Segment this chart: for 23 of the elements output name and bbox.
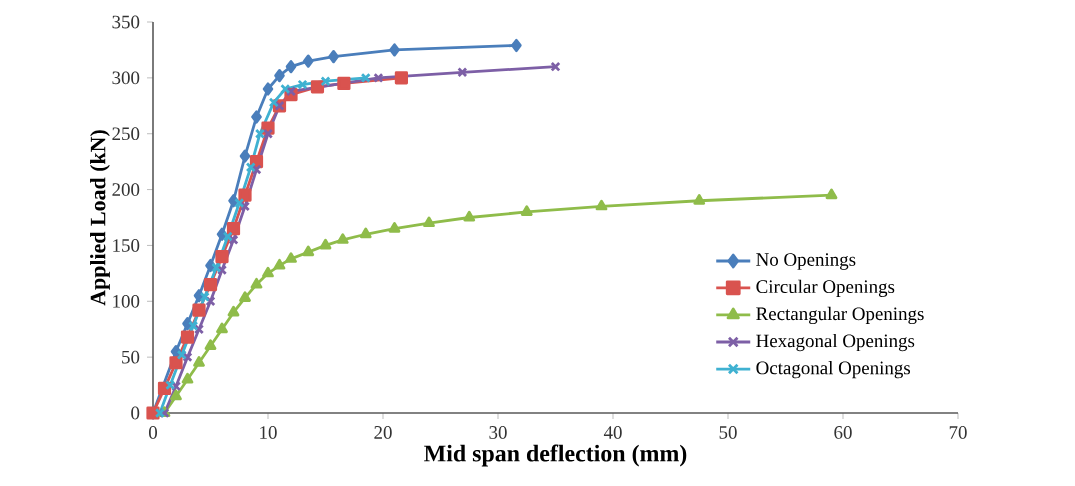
legend-label: Rectangular Openings [756, 306, 924, 325]
x-tick-label: 0 [148, 426, 158, 439]
y-tick-label: 0 [131, 406, 140, 420]
x-axis-title: Mid span deflection (mm) [424, 444, 687, 467]
y-tick-label: 150 [113, 239, 140, 252]
y-tick-label: 50 [122, 350, 140, 364]
x-tick-label: 50 [719, 426, 737, 439]
x-tick-label: 20 [374, 426, 392, 439]
x-tick-label: 10 [260, 426, 277, 439]
x-tick-label: 30 [489, 426, 507, 439]
legend-label: Circular Openings [756, 279, 895, 297]
y-tick-label: 300 [112, 71, 140, 85]
x-tick-label: 70 [949, 426, 967, 439]
legend-label: Octagonal Openings [756, 361, 911, 379]
y-tick-label: 350 [112, 15, 140, 29]
legend-label: Hexagonal Openings [756, 333, 915, 352]
y-axis-title: Applied Load (kN) [90, 130, 110, 306]
y-tick-label: 200 [112, 183, 140, 196]
legend-label: No Openings [756, 253, 856, 270]
y-tick-label: 100 [113, 294, 140, 308]
y-tick-label: 250 [112, 127, 140, 141]
x-tick-label: 60 [834, 426, 852, 439]
x-tick-label: 40 [603, 426, 622, 439]
